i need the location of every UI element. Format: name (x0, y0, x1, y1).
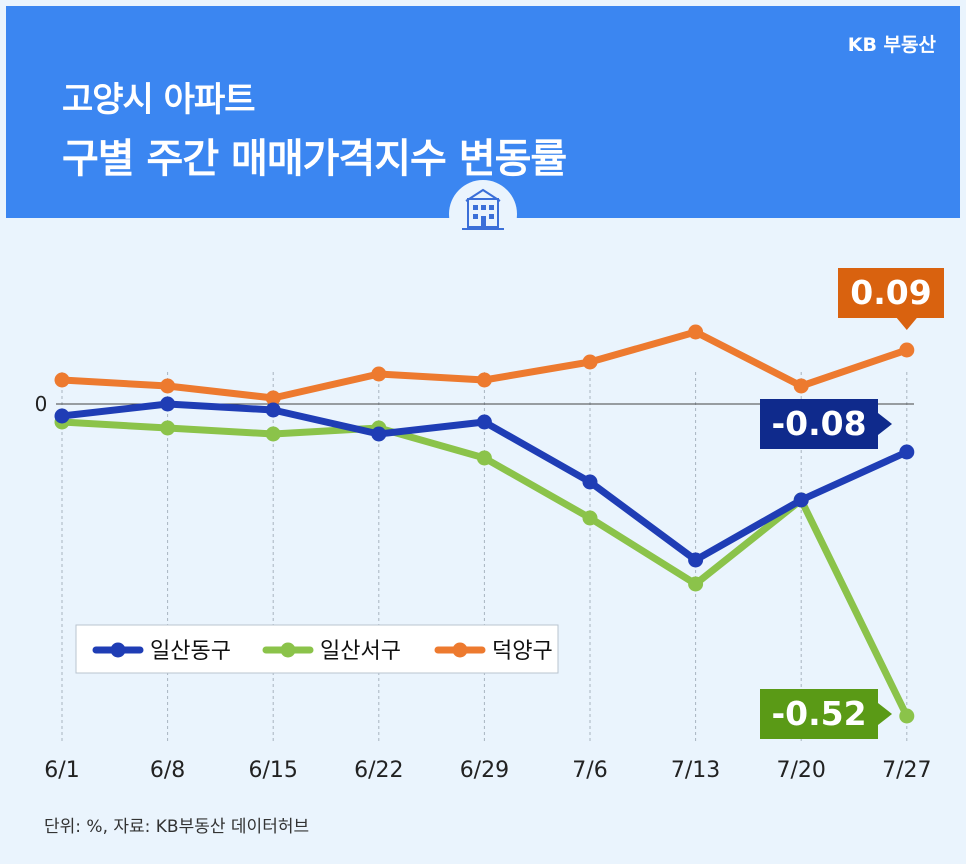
data-point (582, 354, 598, 370)
source-footnote: 단위: %, 자료: KB부동산 데이터허브 (44, 817, 310, 837)
data-point (160, 420, 176, 436)
legend-box (75, 624, 559, 674)
legend-item: 일산서구 (262, 639, 401, 664)
svg-text:일산서구: 일산서구 (320, 639, 401, 664)
svg-text:-0.08: -0.08 (771, 404, 866, 443)
x-tick-label: 6/1 (44, 758, 79, 783)
data-point (265, 426, 281, 442)
data-point (899, 342, 915, 358)
svg-text:일산동구: 일산동구 (150, 639, 231, 664)
y-zero-label: 0 (35, 392, 48, 416)
data-point (371, 366, 387, 382)
svg-text:덕양구: 덕양구 (492, 639, 553, 664)
end-value-label: -0.08 (760, 399, 892, 449)
svg-text:0.09: 0.09 (850, 273, 931, 312)
legend-item: 일산동구 (92, 639, 231, 664)
data-point (688, 552, 704, 568)
end-value-label: 0.09 (838, 268, 944, 330)
data-point (265, 402, 281, 418)
data-point (476, 450, 492, 466)
x-tick-label: 7/20 (776, 758, 825, 783)
page-title-line2: 구별 주간 매매가격지수 변동률 (62, 136, 567, 182)
x-tick-label: 6/22 (354, 758, 403, 783)
data-point (54, 408, 70, 424)
data-point (160, 396, 176, 412)
data-point (265, 390, 281, 406)
series-line (58, 328, 911, 402)
data-point (899, 444, 915, 460)
page-title-line1: 고양시 아파트 (62, 80, 256, 120)
building-icon (449, 180, 517, 248)
data-point (160, 378, 176, 394)
data-point (899, 708, 915, 724)
data-point (476, 414, 492, 430)
x-tick-label: 7/13 (671, 758, 720, 783)
data-point (476, 372, 492, 388)
x-tick-label: 6/29 (460, 758, 509, 783)
x-tick-label: 6/8 (150, 758, 185, 783)
x-tick-label: 6/15 (248, 758, 297, 783)
data-point (582, 474, 598, 490)
data-point (54, 372, 70, 388)
end-value-label: -0.52 (760, 689, 892, 739)
x-tick-label: 7/6 (572, 758, 607, 783)
legend-item: 덕양구 (434, 639, 553, 664)
data-point (582, 510, 598, 526)
data-point (688, 324, 704, 340)
data-point (688, 576, 704, 592)
data-point (793, 492, 809, 508)
brand-logo-text: KB 부동산 (847, 34, 936, 56)
data-point (371, 426, 387, 442)
x-tick-label: 7/27 (882, 758, 931, 783)
svg-text:-0.52: -0.52 (771, 694, 866, 733)
data-point (793, 378, 809, 394)
